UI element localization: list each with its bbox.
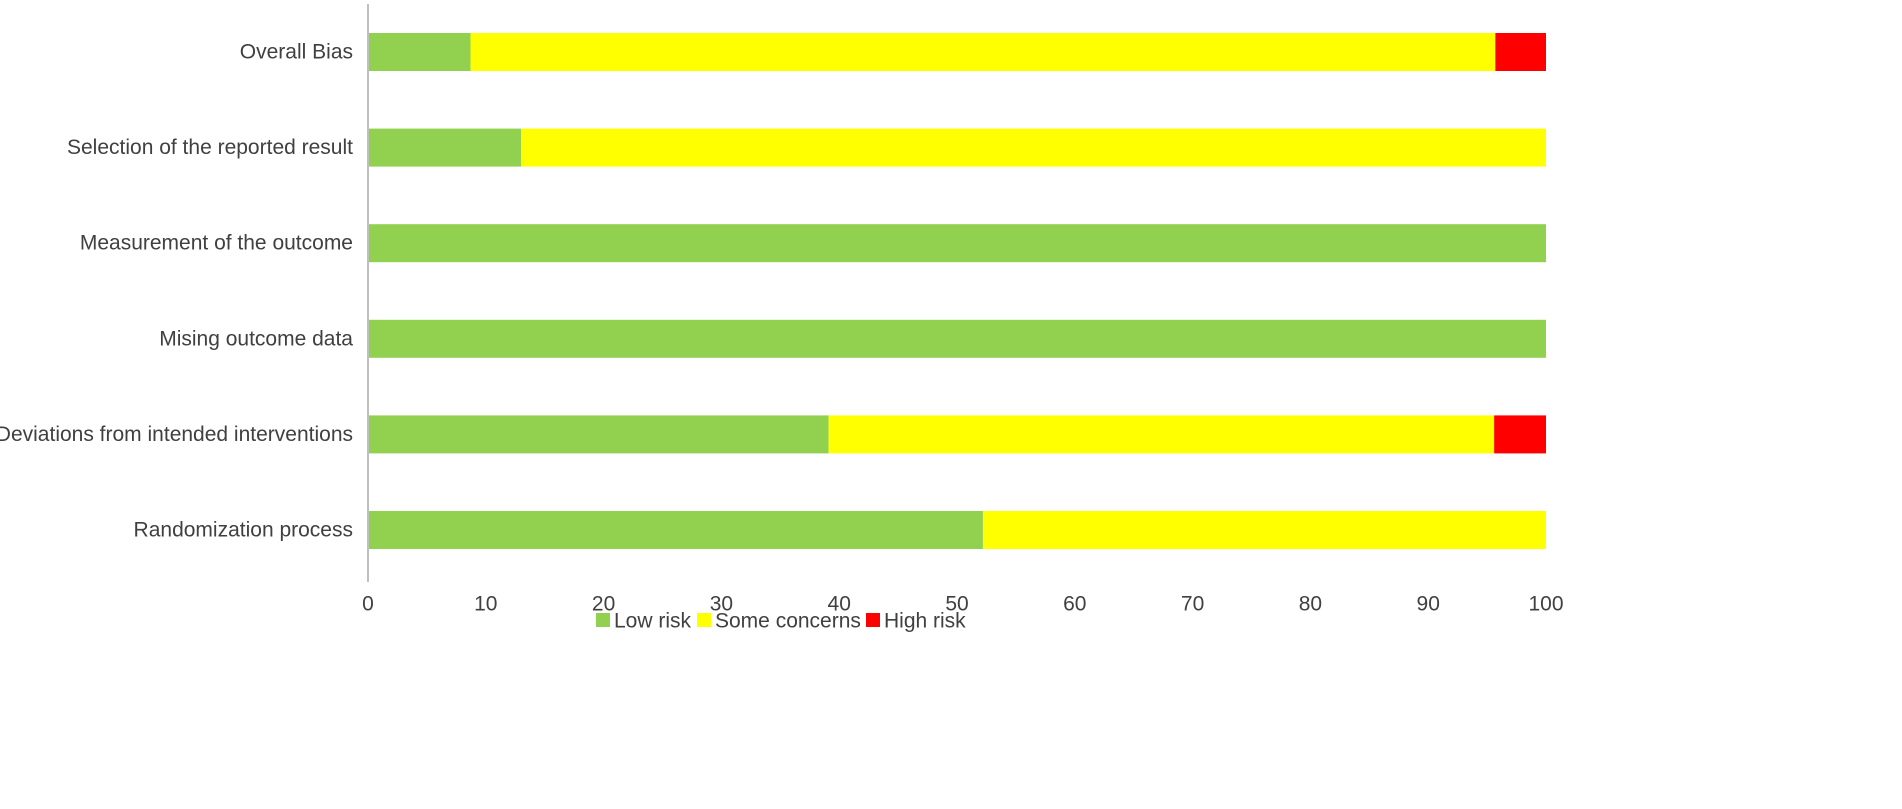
bar-overall-bias-high-risk — [1495, 33, 1546, 71]
x-tick-label: 70 — [1181, 593, 1204, 616]
bar-deviations-from-intended-interventions-high-risk — [1494, 415, 1546, 454]
bar-deviations-from-intended-interventions-low-risk — [368, 415, 829, 454]
x-tick-labels: 0 10 20 30 40 50 60 70 80 90 100 — [362, 593, 1563, 616]
bar-randomization-process-some-concerns — [982, 511, 1546, 549]
bars-layer — [368, 33, 1546, 549]
legend-label-high-risk: High risk — [884, 610, 966, 633]
bar-selection-of-the-reported-result-low-risk — [368, 128, 522, 167]
x-tick-label: 40 — [828, 593, 851, 616]
category-label: Randomization process — [134, 519, 353, 542]
legend: Low risk Some concerns High risk — [596, 610, 966, 633]
x-tick-label: 20 — [592, 593, 615, 616]
category-label: Selection of the reported result — [67, 136, 353, 159]
bar-selection-of-the-reported-result-some-concerns — [521, 128, 1546, 167]
x-tick-label: 30 — [710, 593, 733, 616]
bar-randomization-process-low-risk — [368, 511, 983, 549]
legend-swatch-some-concerns — [697, 613, 711, 627]
category-label: Mising outcome data — [159, 327, 353, 350]
bar-overall-bias-some-concerns — [470, 33, 1496, 71]
bar-measurement-of-the-outcome-low-risk — [368, 224, 1546, 263]
legend-swatch-low-risk — [596, 613, 610, 627]
legend-label-some-concerns: Some concerns — [715, 610, 861, 633]
category-label: Overall Bias — [240, 41, 353, 64]
bar-overall-bias-low-risk — [368, 33, 471, 71]
x-tick-label: 100 — [1528, 593, 1563, 616]
legend-label-low-risk: Low risk — [614, 610, 692, 633]
x-tick-label: 80 — [1299, 593, 1322, 616]
bar-deviations-from-intended-interventions-some-concerns — [828, 415, 1495, 454]
x-tick-label: 90 — [1417, 593, 1440, 616]
x-tick-label: 0 — [362, 593, 374, 616]
category-label: Measurement of the outcome — [80, 232, 353, 255]
category-label: Deviations from intended interventions — [0, 423, 353, 446]
x-tick-label: 50 — [945, 593, 968, 616]
x-tick-label: 10 — [474, 593, 497, 616]
bar-mising-outcome-data-low-risk — [368, 319, 1546, 358]
category-labels: Overall Bias Selection of the reported re… — [0, 41, 353, 542]
legend-swatch-high-risk — [866, 613, 880, 627]
x-tick-label: 60 — [1063, 593, 1086, 616]
